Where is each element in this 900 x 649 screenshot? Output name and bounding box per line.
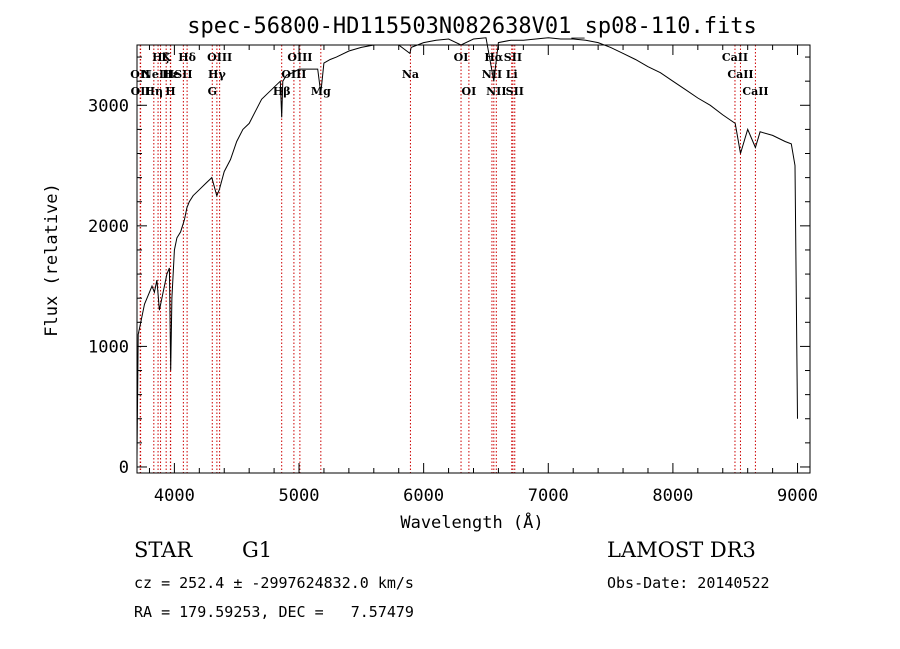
observation-date: Obs-Date: 20140522 — [607, 574, 770, 592]
line-marker-label: G — [208, 85, 217, 98]
spectral-class: STAR — [134, 538, 193, 562]
line-marker-label: OIII — [287, 51, 312, 64]
line-marker-label: Hβ — [273, 85, 291, 98]
redshift-info: cz = 252.4 ± -2997624832.0 km/s — [134, 574, 414, 592]
line-marker-label: SII — [174, 68, 192, 81]
line-marker-label: Na — [402, 68, 419, 81]
line-marker-label: CaII — [727, 68, 753, 81]
line-marker-label: OIII — [281, 68, 306, 81]
line-marker-label: NeIII — [142, 68, 175, 81]
line-marker-label: SII — [506, 85, 524, 98]
line-marker-labels: OIIOIIHηNeIIIHζKHHεSIIHδGHγOIIIHβOIIIOII… — [130, 51, 768, 98]
y-axis-label: Flux (relative) — [42, 183, 62, 337]
line-marker-label: Hδ — [178, 51, 196, 64]
line-marker-label: K — [161, 51, 171, 64]
line-marker-label: Hζ — [152, 51, 169, 64]
line-marker-label: SII — [504, 51, 522, 64]
y-axis-ticks: 0 1000 2000 3000 — [88, 56, 810, 478]
line-marker-label: Hε — [162, 68, 179, 81]
x-tick-label: 7000 — [528, 486, 569, 506]
line-marker-label: OI — [454, 51, 469, 64]
survey-name: LAMOST DR3 — [607, 538, 756, 562]
line-marker-label: CaII — [722, 51, 748, 64]
x-tick-label: 8000 — [652, 486, 693, 506]
x-axis-ticks: 4000 5000 6000 7000 8000 9000 — [148, 45, 818, 506]
x-tick-label: 9000 — [777, 486, 818, 506]
line-marker-label: CaII — [742, 85, 768, 98]
line-marker-label: H — [165, 85, 175, 98]
plot-frame — [136, 44, 811, 474]
line-marker-label: NII — [482, 68, 502, 81]
coordinates-info: RA = 179.59253, DEC = 7.57479 — [134, 603, 414, 621]
spectrum-line — [136, 37, 798, 458]
y-tick-label: 3000 — [88, 96, 129, 116]
y-tick-label: 1000 — [88, 337, 129, 357]
spectrum-plot: spec-56800-HD115503N082638V01_sp08-110.f… — [42, 14, 818, 533]
x-axis-label: Wavelength (Å) — [400, 511, 543, 533]
y-tick-label: 2000 — [88, 217, 129, 237]
line-markers — [139, 45, 756, 473]
line-marker-label: Li — [506, 68, 518, 81]
y-tick-label: 0 — [119, 458, 129, 478]
line-marker-label: Hα — [484, 51, 503, 64]
line-marker-label: OII — [130, 68, 150, 81]
line-marker-label: OIII — [207, 51, 232, 64]
spectral-subclass: G1 — [242, 538, 273, 562]
x-tick-label: 4000 — [154, 486, 195, 506]
chart-title: spec-56800-HD115503N082638V01_sp08-110.f… — [187, 14, 757, 39]
line-marker-label: Hγ — [208, 68, 226, 81]
line-marker-label: NII — [486, 85, 506, 98]
line-marker-label: Hη — [145, 85, 163, 98]
line-marker-label: OI — [462, 85, 477, 98]
x-tick-label: 6000 — [403, 486, 444, 506]
line-marker-label: OII — [131, 85, 151, 98]
x-tick-label: 5000 — [279, 486, 320, 506]
